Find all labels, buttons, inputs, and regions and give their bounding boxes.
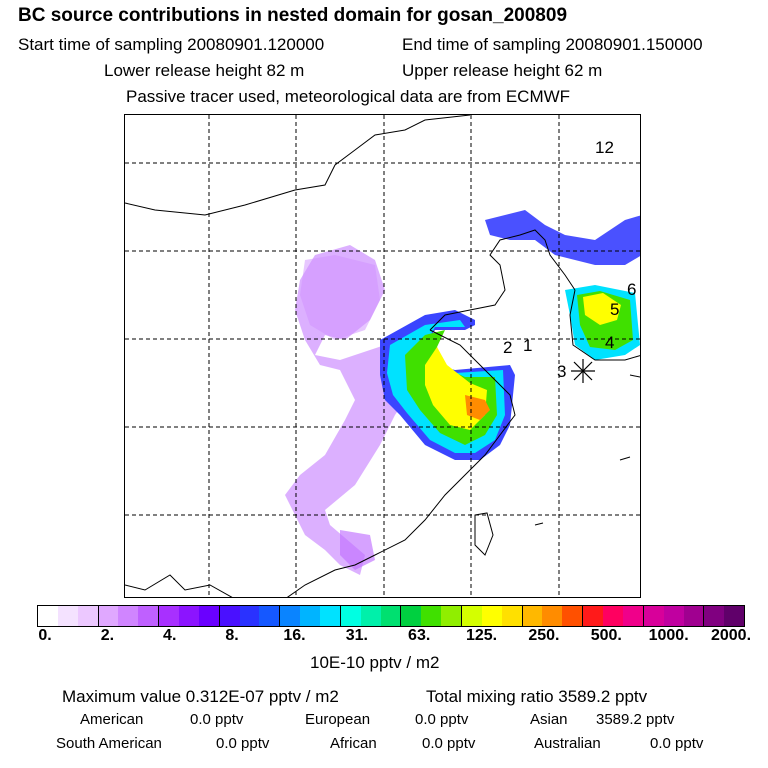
coastline-china-east [286,329,516,597]
figure-title: BC source contributions in nested domain… [18,5,568,26]
colorbar-swatch [501,606,523,626]
colorbar-swatch [704,606,725,626]
colorbar-swatch [663,606,684,626]
colorbar-swatch [360,606,381,626]
taiwan-island [474,512,494,556]
coastline-bohai [429,229,576,331]
plume-core-orange [465,395,490,420]
colorbar-swatch [198,606,220,626]
colorbar-tick-label: 250. [528,627,560,644]
plume-korea-yellow [583,293,621,325]
point-label-4: 4 [605,333,614,352]
colorbar-swatch [98,606,119,626]
american-value: 0.0 pptv [190,711,244,728]
point-label-12: 12 [595,138,614,157]
colorbar-tick-label: 2. [100,627,115,644]
colorbar-tick-label: 2000. [710,627,752,644]
colorbar-tick-label: 500. [590,627,622,644]
colorbar-swatch [643,606,664,626]
start-time-label: Start time of sampling 20080901.120000 [18,35,325,54]
colorbar-swatch [259,606,281,626]
coastline-north [125,115,471,216]
plume-west-purple [300,255,380,340]
max-value-label: Maximum value 0.312E-07 pptv / m2 [62,687,339,706]
point-label-5: 5 [610,300,619,319]
european-label: European [305,711,371,728]
colorbar-tick-label: 8. [225,627,239,644]
colorbar-swatch [441,606,463,626]
colorbar-swatch [179,606,199,626]
colorbar-swatch [77,606,99,626]
tracer-note: Passive tracer used, meteorological data… [126,87,571,106]
colorbar-swatch [562,606,584,626]
colorbar-tick-label: 4. [163,627,177,644]
point-label-1: 1 [523,336,532,355]
american-label: American [80,711,144,728]
lower-release-label: Lower release height 82 m [104,61,305,80]
colorbar-swatch [118,606,139,626]
colorbar-swatch [462,606,482,626]
australian-label: Australian [534,735,601,752]
south-american-value: 0.0 pptv [216,735,270,752]
european-value: 0.0 pptv [415,711,469,728]
colorbar-swatch [683,606,705,626]
colorbar-tick-label: 1000. [648,627,689,644]
colorbar-swatch [481,606,502,626]
colorbar-tick-label: 125. [465,627,498,644]
colorbar-swatch [603,606,623,626]
colorbar-swatch [300,606,321,626]
african-value: 0.0 pptv [422,735,476,752]
plume-southwest-purple [340,530,375,570]
colorbar-swatch [320,606,341,626]
end-time-label: End time of sampling 20080901.150000 [402,35,703,54]
colorbar-swatch [401,606,422,626]
colorbar-swatch [38,606,58,626]
colorbar-swatch [159,606,180,626]
coastline-korea [569,289,640,361]
coastline-west [125,574,233,597]
south-american-label: South American [56,735,162,752]
colorbar-swatch [239,606,260,626]
coastlines [125,115,640,597]
colorbar-tick-label: 16. [283,627,306,644]
colorbar-swatch [380,606,402,626]
colorbar-swatch [57,606,78,626]
japan-islands [534,374,640,526]
point-label-2: 2 [503,338,512,357]
map-panel: 12 6 5 4 2 1 3 [124,114,641,598]
asian-label: Asian [530,711,568,728]
total-mixing-label: Total mixing ratio 3589.2 pptv [426,687,648,706]
colorbar-swatch [138,606,160,626]
colorbar-swatch [583,606,604,626]
point-label-3: 3 [557,362,566,381]
colorbar-unit: 10E-10 pptv / m2 [310,653,440,672]
map-canvas: 12 6 5 4 2 1 3 [125,115,640,597]
colorbar-swatch [421,606,442,626]
colorbar-swatch [542,606,563,626]
colorbar [37,605,745,627]
asian-value: 3589.2 pptv [596,711,675,728]
graticule [125,115,640,597]
colorbar-tick-label: 63. [408,627,431,644]
colorbar-swatch [280,606,301,626]
colorbar-tick-label: 0. [38,627,52,644]
upper-release-label: Upper release height 62 m [402,61,603,80]
point-label-6: 6 [627,280,636,299]
colorbar-swatch [724,606,745,626]
colorbar-swatch [340,606,361,626]
receptor-star-icon [571,359,595,383]
african-label: African [330,735,377,752]
colorbar-swatch [522,606,543,626]
colorbar-swatch [622,606,644,626]
concentration-field [285,210,640,575]
australian-value: 0.0 pptv [650,735,704,752]
colorbar-tick-label: 31. [345,627,368,644]
colorbar-swatch [219,606,240,626]
